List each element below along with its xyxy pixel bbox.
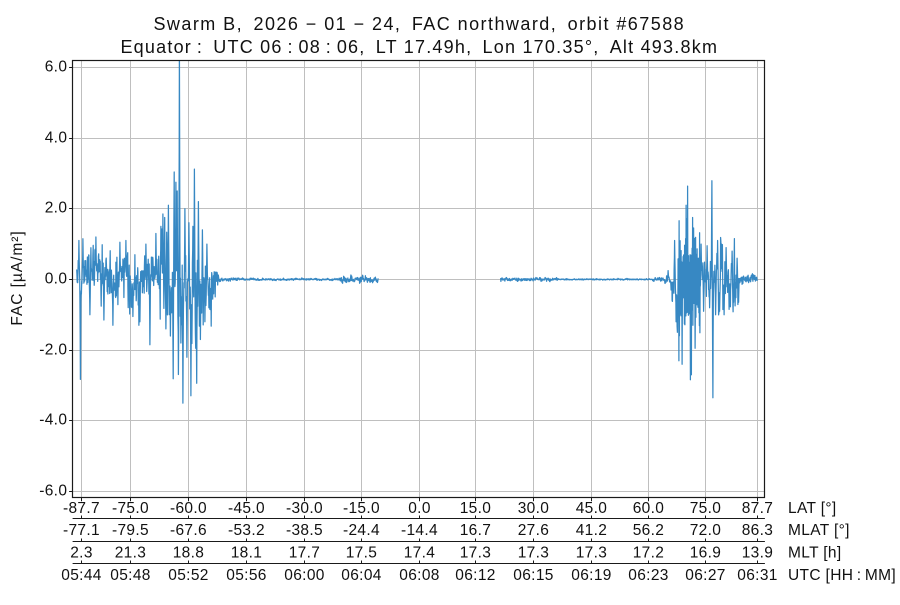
svg-text:-38.5: -38.5: [286, 522, 323, 539]
svg-text:86.3: 86.3: [742, 522, 774, 539]
svg-text:-75.0: -75.0: [112, 500, 149, 517]
svg-text:05:48: 05:48: [110, 567, 151, 584]
svg-text:-67.6: -67.6: [170, 522, 207, 539]
svg-text:17.7: 17.7: [289, 544, 321, 561]
svg-text:21.3: 21.3: [115, 544, 147, 561]
svg-text:16.9: 16.9: [690, 544, 722, 561]
svg-text:FAC [µA/m²]: FAC [µA/m²]: [9, 230, 26, 325]
svg-text:41.2: 41.2: [576, 522, 608, 539]
svg-text:MLAT [°]: MLAT [°]: [788, 522, 850, 539]
svg-text:-77.1: -77.1: [63, 522, 100, 539]
svg-text:18.8: 18.8: [173, 544, 205, 561]
svg-text:15.0: 15.0: [460, 500, 492, 517]
svg-text:06:31: 06:31: [737, 567, 778, 584]
svg-text:-15.0: -15.0: [343, 500, 380, 517]
svg-text:06:00: 06:00: [284, 567, 325, 584]
svg-text:-53.2: -53.2: [228, 522, 265, 539]
svg-text:05:44: 05:44: [61, 567, 102, 584]
svg-text:0.0: 0.0: [408, 500, 431, 517]
svg-text:45.0: 45.0: [576, 500, 608, 517]
svg-text:27.6: 27.6: [518, 522, 550, 539]
svg-text:-45.0: -45.0: [228, 500, 265, 517]
svg-text:2.0: 2.0: [45, 200, 68, 217]
svg-text:-2.0: -2.0: [39, 342, 67, 359]
svg-text:-6.0: -6.0: [39, 483, 67, 500]
svg-text:MLT [h]: MLT [h]: [788, 544, 842, 561]
svg-text:-60.0: -60.0: [170, 500, 207, 517]
svg-text:0.0: 0.0: [45, 271, 68, 288]
svg-text:05:52: 05:52: [168, 567, 209, 584]
svg-text:30.0: 30.0: [518, 500, 550, 517]
svg-text:Equator : UTC 06 : 08 : 06, LT: Equator : UTC 06 : 08 : 06, LT 17.49h, L…: [120, 37, 718, 57]
svg-text:06:27: 06:27: [685, 567, 726, 584]
svg-text:05:56: 05:56: [226, 567, 267, 584]
svg-text:60.0: 60.0: [633, 500, 665, 517]
svg-text:4.0: 4.0: [45, 130, 68, 147]
svg-text:06:08: 06:08: [399, 567, 440, 584]
svg-text:75.0: 75.0: [690, 500, 722, 517]
svg-text:17.4: 17.4: [404, 544, 436, 561]
svg-text:06:23: 06:23: [628, 567, 669, 584]
svg-text:18.1: 18.1: [231, 544, 263, 561]
svg-text:UTC [HH : MM]: UTC [HH : MM]: [788, 567, 896, 584]
svg-text:06:15: 06:15: [513, 567, 554, 584]
svg-text:17.3: 17.3: [518, 544, 550, 561]
svg-text:06:19: 06:19: [571, 567, 612, 584]
svg-text:-30.0: -30.0: [286, 500, 323, 517]
svg-text:17.3: 17.3: [576, 544, 608, 561]
svg-text:LAT [°]: LAT [°]: [788, 500, 837, 517]
svg-text:06:04: 06:04: [341, 567, 382, 584]
svg-text:6.0: 6.0: [45, 59, 68, 76]
svg-text:16.7: 16.7: [460, 522, 492, 539]
svg-text:56.2: 56.2: [633, 522, 665, 539]
svg-text:-24.4: -24.4: [343, 522, 380, 539]
svg-text:2.3: 2.3: [70, 544, 93, 561]
svg-text:87.7: 87.7: [742, 500, 774, 517]
svg-text:-87.7: -87.7: [63, 500, 100, 517]
svg-text:-4.0: -4.0: [39, 412, 67, 429]
svg-text:06:12: 06:12: [455, 567, 496, 584]
svg-text:72.0: 72.0: [690, 522, 722, 539]
svg-text:13.9: 13.9: [742, 544, 774, 561]
svg-text:17.3: 17.3: [460, 544, 492, 561]
svg-text:-14.4: -14.4: [401, 522, 438, 539]
svg-text:Swarm B, 2026 − 01 − 24, FAC n: Swarm B, 2026 − 01 − 24, FAC northward, …: [153, 14, 685, 34]
svg-text:17.2: 17.2: [633, 544, 665, 561]
svg-text:17.5: 17.5: [346, 544, 378, 561]
svg-text:-79.5: -79.5: [112, 522, 149, 539]
